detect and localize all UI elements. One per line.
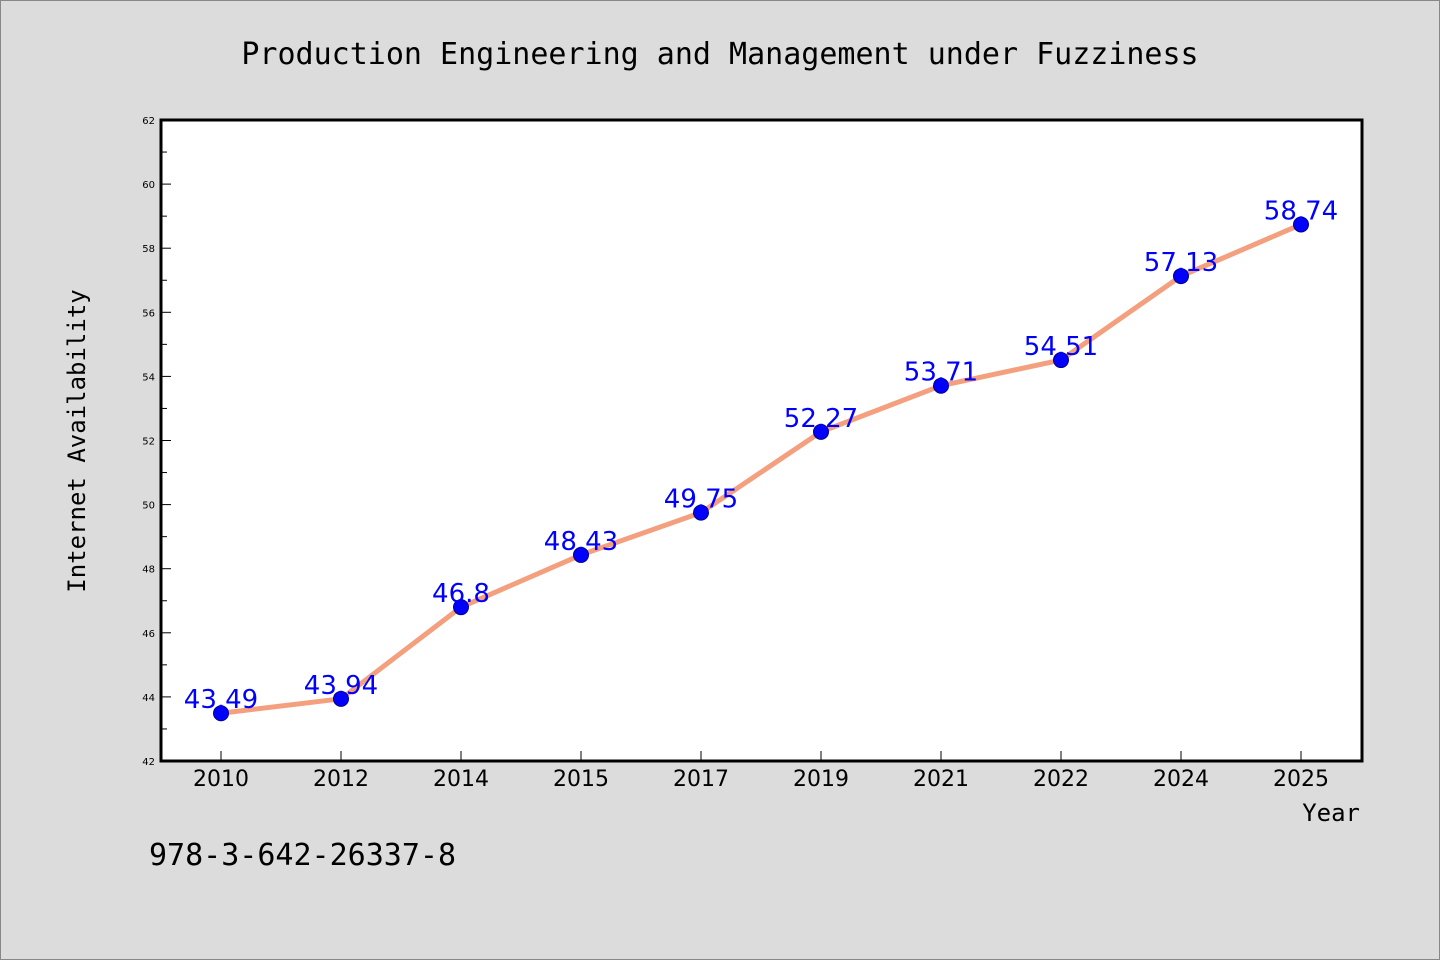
y-tick-label: 62 (142, 116, 155, 127)
data-label: 48.43 (544, 527, 618, 557)
data-label: 49.75 (664, 485, 738, 515)
x-tick-label: 2025 (1273, 767, 1329, 792)
x-axis: 2010 2012 2014 2015 2017 2019 2021 2022 2024 2025 (193, 751, 1329, 792)
y-tick-label: 58 (142, 244, 155, 255)
y-axis-label: Internet Availability (63, 289, 91, 592)
x-tick-label: 2015 (553, 767, 609, 792)
data-label: 54.51 (1024, 332, 1098, 362)
x-axis-label: Year (1302, 799, 1360, 827)
data-point (1173, 268, 1189, 285)
data-label: 43.49 (184, 685, 258, 715)
plot-area (159, 118, 1364, 763)
series-line (218, 221, 1304, 716)
data-point (213, 705, 229, 722)
data-point (813, 423, 829, 440)
y-tick-label: 52 (142, 437, 155, 448)
data-point (1053, 352, 1069, 369)
isbn-footer: 978-3-642-26337-8 (149, 838, 456, 873)
chart-title: Production Engineering and Management un… (241, 37, 1198, 72)
x-tick-label: 2024 (1153, 767, 1209, 792)
data-point (453, 599, 469, 616)
x-tick-label: 2017 (673, 767, 729, 792)
data-label: 43.94 (304, 671, 378, 701)
data-point (933, 377, 949, 394)
y-tick-label: 60 (142, 180, 155, 191)
y-tick-label: 48 (142, 565, 155, 576)
data-point (693, 504, 709, 521)
x-tick-label: 2019 (793, 767, 849, 792)
x-tick-label: 2010 (193, 767, 249, 792)
y-tick-label: 54 (142, 372, 155, 383)
x-tick-label: 2021 (913, 767, 969, 792)
data-point (1293, 216, 1309, 233)
data-label: 53.71 (904, 358, 978, 388)
x-tick-label: 2022 (1033, 767, 1089, 792)
y-tick-label: 42 (142, 757, 155, 768)
y-tick-label: 44 (142, 693, 155, 704)
data-point (333, 690, 349, 707)
x-tick-label: 2012 (313, 767, 369, 792)
data-label: 52.27 (784, 404, 858, 434)
y-tick-label: 50 (142, 501, 155, 512)
y-axis: 42 44 46 48 50 52 54 56 58 60 62 (142, 116, 171, 768)
data-label: 57.13 (1144, 248, 1218, 278)
data-point (573, 546, 589, 563)
series-group: 43.49 43.94 46.8 48.43 49.75 52.27 53.71 54.51 5… (184, 196, 1338, 722)
y-tick-label: 46 (142, 629, 155, 640)
data-label: 58.74 (1264, 196, 1338, 226)
y-tick-label: 56 (142, 308, 155, 319)
data-label: 46.8 (432, 579, 490, 609)
x-tick-label: 2014 (433, 767, 489, 792)
